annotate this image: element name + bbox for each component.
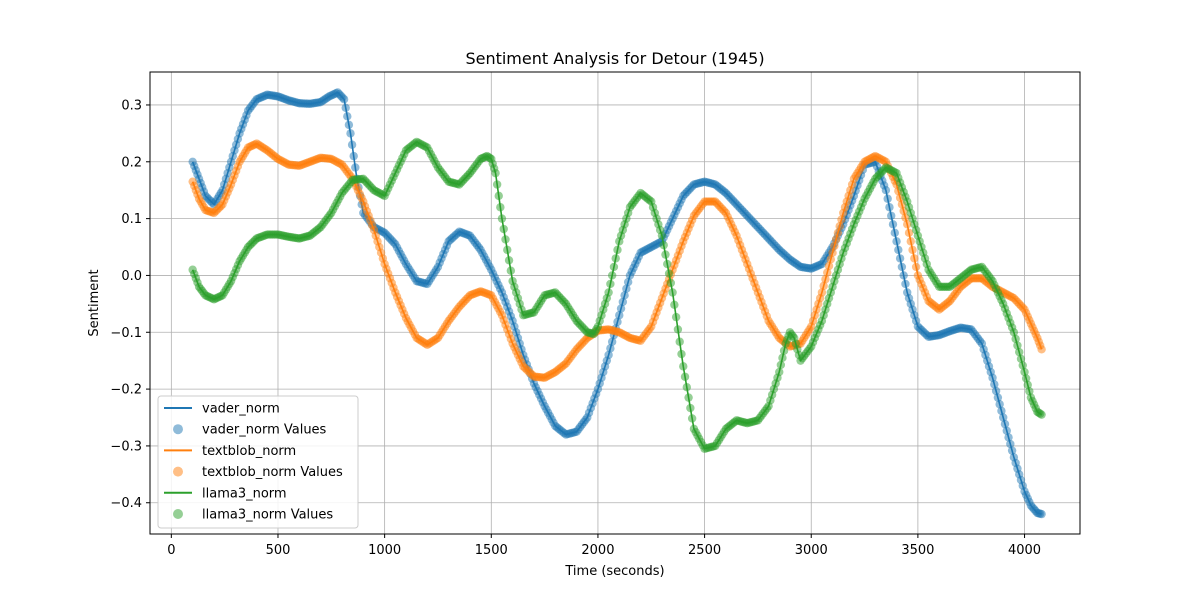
legend-marker-swatch (173, 509, 183, 519)
vader-norm-series (188, 88, 1046, 519)
x-axis-label: Time (seconds) (564, 564, 664, 579)
llama3-norm-line (191, 141, 1043, 450)
x-tick-label: 4000 (1008, 543, 1041, 558)
legend-entry: textblob_norm (202, 444, 296, 459)
plot-frame (149, 71, 1081, 535)
legend-marker-swatch (173, 466, 183, 477)
x-tick-label: 2000 (581, 543, 614, 558)
legend-box (157, 395, 359, 529)
legend-entry: llama3_norm Values (202, 508, 333, 523)
legend-marker-swatch (173, 424, 183, 435)
legend-entry: vader_norm (202, 402, 280, 417)
y-tick-label: −0.3 (110, 439, 142, 454)
legend-entry: llama3_norm (202, 486, 287, 501)
legend-entry: textblob_norm Values (202, 465, 343, 480)
llama3-norm-series (188, 137, 1046, 453)
x-tick-label: 500 (266, 543, 291, 558)
x-tick-label: 1500 (475, 543, 508, 558)
y-tick-label: 0.2 (121, 155, 142, 170)
y-tick-label: −0.1 (110, 326, 142, 341)
chart-title: Sentiment Analysis for Detour (1945) (465, 49, 764, 68)
y-tick-label: 0.0 (121, 269, 142, 284)
y-axis-label: Sentiment (87, 269, 102, 336)
vader-norm-line (191, 91, 1042, 515)
textblob-norm-value-point (1037, 345, 1046, 354)
y-tick-label: −0.2 (110, 383, 142, 398)
ticks: 0 500 1000 1500 2000 2500 3000 3500 4000 −0.4 −0.3… (110, 98, 1041, 558)
legend-entry: vader_norm Values (202, 423, 327, 438)
y-tick-label: −0.4 (110, 496, 142, 511)
x-tick-label: 2500 (688, 543, 721, 558)
x-tick-label: 3500 (901, 543, 934, 558)
legend: vader_norm vader_norm Values textblob_norm… (157, 395, 359, 529)
textblob-norm-series (188, 139, 1046, 382)
x-tick-label: 0 (167, 543, 175, 558)
x-tick-label: 1000 (368, 543, 401, 558)
y-tick-label: 0.3 (121, 98, 142, 113)
series-layer (188, 88, 1046, 519)
x-tick-label: 3000 (795, 543, 828, 558)
y-tick-label: 0.1 (121, 212, 142, 227)
textblob-norm-line (191, 142, 1043, 379)
